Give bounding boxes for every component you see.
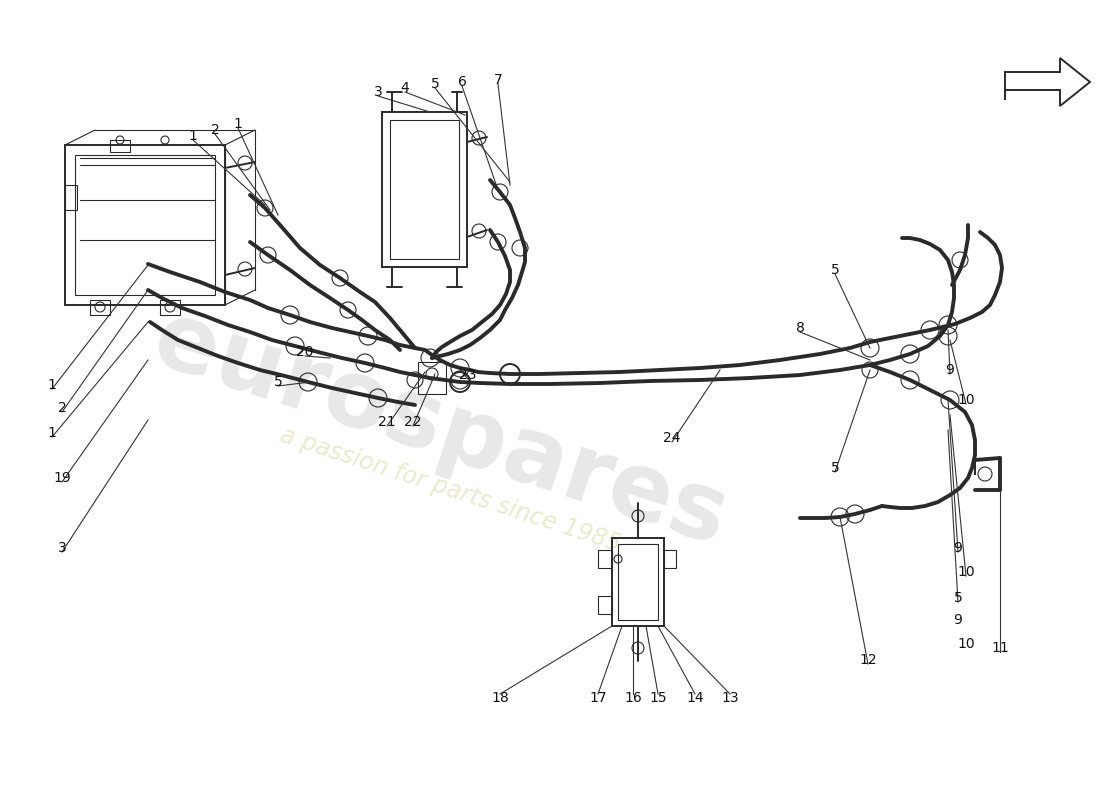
Text: 5: 5 xyxy=(274,375,283,389)
Bar xyxy=(612,538,664,626)
Text: 9: 9 xyxy=(946,363,955,377)
Text: 10: 10 xyxy=(957,393,975,407)
Bar xyxy=(65,185,77,210)
Text: 24: 24 xyxy=(663,431,681,445)
Text: 12: 12 xyxy=(859,653,877,667)
Text: 3: 3 xyxy=(374,85,383,99)
Text: 8: 8 xyxy=(795,321,804,335)
Text: eurospares: eurospares xyxy=(142,294,738,566)
Text: a passion for parts since 1985: a passion for parts since 1985 xyxy=(276,423,624,557)
Text: 10: 10 xyxy=(957,637,975,651)
Text: 3: 3 xyxy=(57,541,66,555)
Text: 5: 5 xyxy=(430,77,439,91)
Text: 1: 1 xyxy=(233,117,242,131)
Text: 18: 18 xyxy=(491,691,509,705)
Bar xyxy=(598,596,612,614)
Text: 5: 5 xyxy=(830,263,839,277)
Text: 20: 20 xyxy=(296,345,314,359)
Text: 11: 11 xyxy=(991,641,1009,655)
Bar xyxy=(664,550,676,568)
Text: 5: 5 xyxy=(830,461,839,475)
Text: 9: 9 xyxy=(954,541,962,555)
Text: 14: 14 xyxy=(686,691,704,705)
Bar xyxy=(160,300,180,315)
Bar xyxy=(110,140,130,152)
Text: 2: 2 xyxy=(210,123,219,137)
Text: 1: 1 xyxy=(47,378,56,392)
Bar xyxy=(598,550,612,568)
Bar xyxy=(618,544,658,620)
Text: 17: 17 xyxy=(590,691,607,705)
Text: 15: 15 xyxy=(649,691,667,705)
Text: 1: 1 xyxy=(47,426,56,440)
Text: 1: 1 xyxy=(188,129,197,143)
Text: 5: 5 xyxy=(954,591,962,605)
Bar xyxy=(65,145,226,305)
Text: 19: 19 xyxy=(53,471,70,485)
Bar xyxy=(418,362,446,394)
Text: 6: 6 xyxy=(458,75,466,89)
Text: 13: 13 xyxy=(722,691,739,705)
Text: 23: 23 xyxy=(460,368,476,382)
Text: 4: 4 xyxy=(400,81,409,95)
Text: 16: 16 xyxy=(624,691,642,705)
Text: 7: 7 xyxy=(494,73,503,87)
Text: 22: 22 xyxy=(405,415,421,429)
Text: 10: 10 xyxy=(957,565,975,579)
Text: 21: 21 xyxy=(378,415,396,429)
Bar xyxy=(90,300,110,315)
Text: 9: 9 xyxy=(954,613,962,627)
Text: 2: 2 xyxy=(57,401,66,415)
Bar xyxy=(75,155,214,295)
